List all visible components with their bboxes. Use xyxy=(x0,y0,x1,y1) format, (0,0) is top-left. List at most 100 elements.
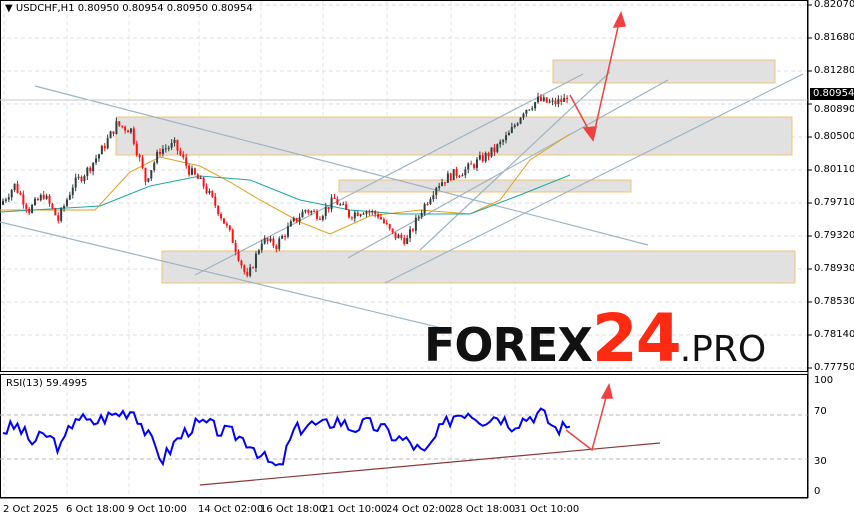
logo-forex: FOREX xyxy=(424,318,593,372)
candle xyxy=(362,212,365,215)
time-tick: 31 Oct 10:00 xyxy=(514,504,580,515)
ascending-line-4[interactable] xyxy=(419,71,611,251)
candle xyxy=(234,239,237,256)
candle xyxy=(57,212,60,224)
zones xyxy=(115,59,796,284)
candle xyxy=(452,169,455,181)
candle xyxy=(89,166,92,174)
candle xyxy=(365,210,368,218)
candle xyxy=(510,122,513,134)
candle xyxy=(403,234,406,246)
candle xyxy=(16,180,19,194)
candle xyxy=(164,144,167,153)
candle xyxy=(237,249,240,262)
candle xyxy=(144,167,147,186)
candle xyxy=(278,236,281,252)
rsi-level-0: 0 xyxy=(814,486,821,497)
candle xyxy=(22,190,25,209)
candle xyxy=(138,153,141,162)
candle xyxy=(353,210,356,223)
candle xyxy=(112,131,115,137)
candle xyxy=(118,121,121,127)
arrow-head-up xyxy=(612,10,626,28)
candle xyxy=(438,182,441,191)
candle xyxy=(266,237,269,245)
candle xyxy=(432,191,435,202)
ascending-line-3[interactable] xyxy=(384,73,804,284)
candle xyxy=(298,213,301,225)
candle xyxy=(13,183,16,193)
descending-channel-top[interactable] xyxy=(34,85,649,246)
candle xyxy=(507,130,510,136)
candle xyxy=(156,149,159,165)
candle xyxy=(25,202,28,213)
candle xyxy=(519,117,522,125)
candle xyxy=(502,138,505,146)
zone-mid[interactable] xyxy=(338,179,632,193)
candle xyxy=(516,122,519,127)
candle xyxy=(400,232,403,241)
candle xyxy=(103,142,106,152)
candle xyxy=(31,203,34,214)
forecast-arrows xyxy=(569,10,626,142)
candle xyxy=(350,216,353,221)
candle xyxy=(286,222,289,239)
candle xyxy=(28,206,31,216)
candle xyxy=(414,214,417,235)
candle xyxy=(481,152,484,163)
rsi-forecast-arrow xyxy=(565,389,609,452)
time-tick: 14 Oct 02:00 xyxy=(198,504,264,515)
candle xyxy=(4,197,7,204)
candle xyxy=(551,97,554,106)
candle xyxy=(153,161,156,173)
candle xyxy=(129,128,132,135)
candle xyxy=(478,151,481,161)
candle xyxy=(417,215,420,222)
candle xyxy=(441,178,444,187)
candle xyxy=(316,209,319,221)
time-tick: 9 Oct 10:00 xyxy=(128,504,187,515)
current-price-label: 0.80954 xyxy=(810,88,854,100)
candle xyxy=(301,209,304,218)
ascending-line-2[interactable] xyxy=(347,79,669,259)
candle xyxy=(159,148,162,157)
candle xyxy=(380,213,382,220)
candle xyxy=(60,206,63,223)
candle xyxy=(368,209,371,216)
candle xyxy=(150,169,153,181)
candle xyxy=(281,234,284,240)
candle xyxy=(240,259,243,269)
candle xyxy=(222,218,225,224)
candle xyxy=(161,145,164,157)
support-zone-main[interactable] xyxy=(115,116,793,156)
candle xyxy=(342,201,345,206)
time-tick: 6 Oct 18:00 xyxy=(66,504,125,515)
resistance-zone-upper[interactable] xyxy=(552,59,776,84)
rsi-pane-border xyxy=(0,374,808,498)
time-tick: 2 Oct 2025 xyxy=(3,504,59,515)
candle xyxy=(490,147,493,158)
descending-channel-bottom[interactable] xyxy=(0,221,451,331)
candle xyxy=(513,123,516,129)
support-zone-lower[interactable] xyxy=(161,250,796,284)
candle xyxy=(188,164,191,177)
rsi-trendline[interactable] xyxy=(199,442,661,486)
candle xyxy=(170,139,173,151)
candle xyxy=(179,147,182,157)
candle xyxy=(65,197,68,208)
rsi-forecast-arrows xyxy=(565,382,613,452)
candle xyxy=(388,223,391,231)
candle xyxy=(257,248,260,256)
candle xyxy=(295,217,298,223)
candle xyxy=(228,225,231,232)
candle xyxy=(330,194,333,213)
candle xyxy=(39,193,42,202)
candle xyxy=(211,190,214,199)
candle xyxy=(176,139,179,155)
candle xyxy=(493,143,496,156)
ascending-line-1[interactable] xyxy=(194,73,584,276)
candle xyxy=(147,178,150,183)
candle xyxy=(71,184,74,199)
